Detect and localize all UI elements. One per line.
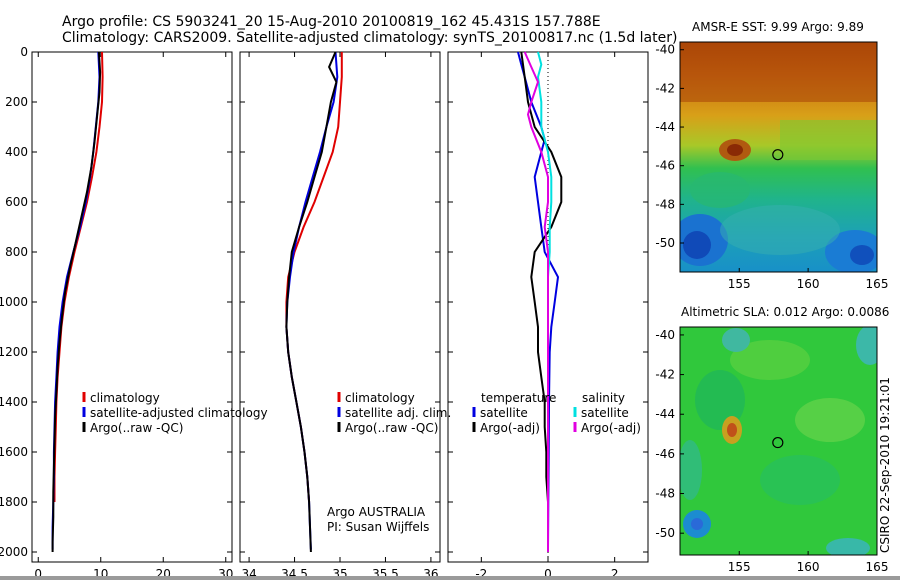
diff-salinity-legend-label: Argo(-adj) [581, 421, 641, 435]
sla_map-ytick-label: -44 [655, 407, 675, 421]
depth-tick-label: 0 [20, 45, 28, 59]
sla_map-ytick-label: -42 [655, 368, 675, 382]
sla-heatmap [680, 327, 877, 555]
window-bottom-edge [0, 576, 900, 580]
temperature-legend-label: climatology [90, 391, 160, 405]
salinity-series-argo-raw-qc- [285, 51, 338, 553]
temperature-xtick-label: 0 [34, 567, 42, 580]
sst-map-title: AMSR-E SST: 9.99 Argo: 9.89 [692, 20, 864, 34]
depth-tick-label: 800 [5, 245, 28, 259]
climatology-subtitle: Climatology: CARS2009. Satellite-adjuste… [62, 30, 678, 46]
diff-salinity-legend-label: satellite [581, 406, 629, 420]
sla_map-ytick-label: -40 [655, 328, 675, 342]
depth-tick-label: 1000 [0, 295, 28, 309]
sla_map-ytick-label: -50 [655, 526, 675, 540]
temperature-legend-label: satellite-adjusted climatology [90, 406, 268, 420]
sst_map-frame [679, 41, 878, 273]
sst_map-argo-position-marker [772, 149, 784, 161]
salinity-series-climatology [285, 52, 343, 503]
difference-xtick-label: 2 [611, 567, 619, 580]
depth-tick-label: 1600 [0, 445, 28, 459]
diff-temperature-legend-label: Argo(-adj) [480, 421, 540, 435]
argo-annotation-line: PI: Susan Wijffels [327, 520, 429, 534]
depth-tick-label: 2000 [0, 545, 28, 559]
temperature-series-satellite-adjusted-climatology [51, 51, 101, 550]
argo-annotation-line: Argo AUSTRALIA [327, 505, 426, 519]
sla_map-argo-position-marker [772, 436, 784, 449]
difference-series-temperature-satellite [517, 51, 560, 550]
diff-legend-heading-salinity: salinity [582, 391, 625, 405]
sst_map-xtick-label: 160 [797, 277, 820, 291]
salinity-axes-frame [239, 51, 441, 563]
depth-tick-label: 600 [5, 195, 28, 209]
sla_map-ytick-label: -46 [655, 447, 675, 461]
salinity-series-satellite-adj-clim- [285, 51, 339, 550]
temperature-axes-frame [31, 51, 233, 563]
sla_map-frame [679, 326, 878, 556]
depth-tick-label: 1200 [0, 345, 28, 359]
sst_map-ytick-label: -46 [655, 159, 675, 173]
temperature-legend-label: Argo(..raw -QC) [90, 421, 183, 435]
difference-series-temperature-argo-adj- [520, 51, 563, 552]
diff-temperature-legend-label: satellite [480, 406, 528, 420]
depth-tick-label: 1400 [0, 395, 28, 409]
sst_map-ytick-label: -48 [655, 197, 675, 211]
depth-tick-label: 400 [5, 145, 28, 159]
profile-title: Argo profile: CS 5903241_20 15-Aug-2010 … [62, 14, 601, 30]
sst-heatmap [680, 42, 877, 272]
sla_map-ytick-label: -48 [655, 487, 675, 501]
diff-legend-heading-temperature: temperature [481, 391, 556, 405]
sla_map-xtick-label: 155 [728, 560, 751, 574]
sla_map-xtick-label: 160 [797, 560, 820, 574]
sst_map-ytick-label: -42 [655, 81, 675, 95]
sla-map-title: Altimetric SLA: 0.012 Argo: 0.0086 [681, 305, 890, 319]
sst_map-xtick-label: 165 [866, 277, 889, 291]
difference-xtick-label: -2 [475, 567, 487, 580]
salinity-legend-label: climatology [345, 391, 415, 405]
temperature-series-argo-raw-qc- [51, 51, 102, 552]
sst_map-ytick-label: -50 [655, 236, 675, 250]
difference-xtick-label: 0 [544, 567, 552, 580]
sla_map-xtick-label: 165 [866, 560, 889, 574]
sst_map-ytick-label: -44 [655, 120, 675, 134]
difference-series-salinity-argo-adj- [523, 51, 549, 552]
sst_map-xtick-label: 155 [728, 277, 751, 291]
sst_map-ytick-label: -40 [655, 43, 675, 57]
salinity-legend-label: Argo(..raw -QC) [345, 421, 438, 435]
salinity-legend-label: satellite adj. clim. [345, 406, 451, 420]
depth-tick-label: 200 [5, 95, 28, 109]
depth-tick-label: 1800 [0, 495, 28, 509]
